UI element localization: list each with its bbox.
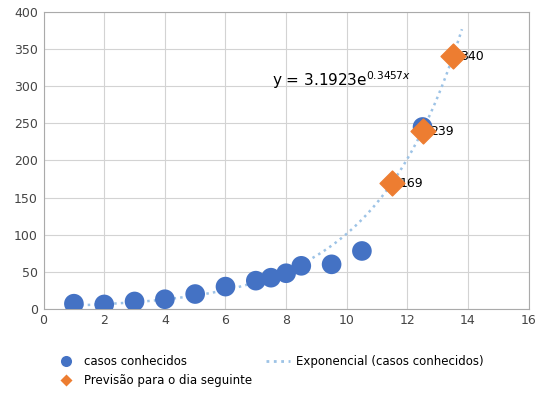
Text: 340: 340 [461, 50, 484, 63]
Text: y = 3.1923e$^{0.3457x}$: y = 3.1923e$^{0.3457x}$ [271, 69, 411, 91]
Point [130, 298, 139, 305]
Point [297, 263, 306, 269]
Point [388, 180, 397, 187]
Point [418, 124, 427, 130]
Point [282, 270, 290, 276]
Point [70, 301, 78, 307]
Legend: casos conhecidos, Previsão para o dia seguinte, Exponencial (casos conhecidos): casos conhecidos, Previsão para o dia se… [50, 351, 488, 392]
Point [251, 278, 260, 284]
Text: 169: 169 [400, 177, 423, 190]
Point [267, 274, 275, 281]
Point [327, 261, 336, 268]
Point [358, 248, 366, 254]
Point [221, 284, 230, 290]
Point [160, 296, 169, 303]
Point [191, 291, 199, 297]
Point [100, 301, 108, 308]
Point [449, 53, 457, 59]
Text: 239: 239 [430, 125, 454, 138]
Point [418, 128, 427, 135]
